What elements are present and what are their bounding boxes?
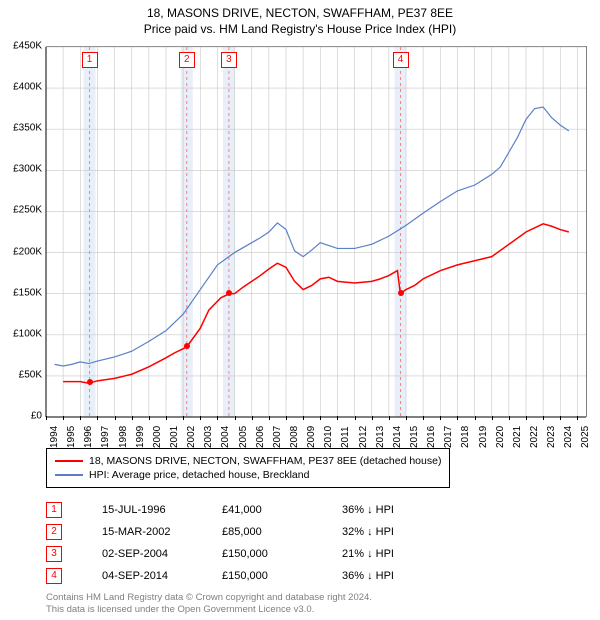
marker-dot (226, 290, 232, 296)
marker-label-box: 1 (82, 52, 98, 68)
marker-label-box: 4 (393, 52, 409, 68)
plot-area (46, 46, 587, 417)
marker-label-box: 3 (221, 52, 237, 68)
marker-diff: 36% ↓ HPI (342, 570, 452, 582)
legend-row-hpi: HPI: Average price, detached house, Brec… (55, 469, 441, 481)
y-tick-label: £250K (13, 205, 42, 216)
y-tick-label: £100K (13, 328, 42, 339)
marker-table-row: 2 15-MAR-2002£85,00032% ↓ HPI (46, 524, 452, 540)
y-tick-label: £400K (13, 82, 42, 93)
marker-dot (184, 343, 190, 349)
marker-diff: 32% ↓ HPI (342, 526, 452, 538)
y-tick-label: £450K (13, 41, 42, 52)
marker-id-box: 3 (46, 546, 62, 562)
y-tick-label: £150K (13, 287, 42, 298)
title-line2: Price paid vs. HM Land Registry's House … (0, 22, 600, 36)
x-tick-label: 2010 (323, 426, 334, 448)
marker-date: 15-MAR-2002 (102, 526, 222, 538)
legend: 18, MASONS DRIVE, NECTON, SWAFFHAM, PE37… (46, 448, 450, 488)
y-tick-label: £350K (13, 123, 42, 134)
marker-diff: 21% ↓ HPI (342, 548, 452, 560)
legend-label-hpi: HPI: Average price, detached house, Brec… (89, 469, 309, 481)
marker-date: 02-SEP-2004 (102, 548, 222, 560)
marker-dot (398, 290, 404, 296)
x-tick-label: 2018 (460, 426, 471, 448)
x-tick-label: 1999 (135, 426, 146, 448)
marker-id-box: 2 (46, 524, 62, 540)
x-tick-label: 2013 (375, 426, 386, 448)
x-tick-label: 2008 (289, 426, 300, 448)
x-tick-label: 2002 (186, 426, 197, 448)
x-tick-label: 2009 (306, 426, 317, 448)
marker-table-row: 4 04-SEP-2014£150,00036% ↓ HPI (46, 568, 452, 584)
marker-date: 15-JUL-1996 (102, 504, 222, 516)
x-tick-label: 2006 (255, 426, 266, 448)
marker-price: £150,000 (222, 548, 342, 560)
chart-container: 18, MASONS DRIVE, NECTON, SWAFFHAM, PE37… (0, 0, 600, 620)
x-tick-label: 1995 (66, 426, 77, 448)
legend-swatch-hpi (55, 474, 83, 476)
marker-price: £150,000 (222, 570, 342, 582)
marker-label-box: 2 (179, 52, 195, 68)
marker-table: 115-JUL-1996£41,00036% ↓ HPI215-MAR-2002… (46, 496, 452, 590)
marker-id-box: 4 (46, 568, 62, 584)
x-tick-label: 2015 (409, 426, 420, 448)
x-tick-label: 2003 (203, 426, 214, 448)
attribution-line2: This data is licensed under the Open Gov… (46, 604, 372, 616)
title-area: 18, MASONS DRIVE, NECTON, SWAFFHAM, PE37… (0, 0, 600, 36)
x-tick-label: 2021 (512, 426, 523, 448)
x-tick-label: 2024 (563, 426, 574, 448)
marker-price: £41,000 (222, 504, 342, 516)
x-tick-label: 2014 (392, 426, 403, 448)
x-tick-label: 1997 (100, 426, 111, 448)
marker-table-row: 3 02-SEP-2004£150,00021% ↓ HPI (46, 546, 452, 562)
x-tick-label: 2004 (220, 426, 231, 448)
y-tick-label: £200K (13, 246, 42, 257)
marker-dot (87, 379, 93, 385)
marker-date: 04-SEP-2014 (102, 570, 222, 582)
marker-diff: 36% ↓ HPI (342, 504, 452, 516)
attribution-line1: Contains HM Land Registry data © Crown c… (46, 592, 372, 604)
marker-price: £85,000 (222, 526, 342, 538)
x-tick-label: 2016 (426, 426, 437, 448)
x-tick-label: 2000 (152, 426, 163, 448)
title-line1: 18, MASONS DRIVE, NECTON, SWAFFHAM, PE37… (0, 6, 600, 20)
x-tick-label: 2005 (238, 426, 249, 448)
x-tick-label: 2017 (443, 426, 454, 448)
y-tick-label: £50K (19, 369, 42, 380)
x-tick-label: 2012 (358, 426, 369, 448)
x-tick-label: 2019 (478, 426, 489, 448)
x-tick-label: 2001 (169, 426, 180, 448)
chart-svg (46, 47, 586, 417)
x-tick-label: 2011 (340, 426, 351, 448)
x-tick-label: 2007 (272, 426, 283, 448)
legend-label-property: 18, MASONS DRIVE, NECTON, SWAFFHAM, PE37… (89, 455, 441, 467)
x-tick-label: 2023 (546, 426, 557, 448)
legend-swatch-property (55, 460, 83, 462)
marker-id-box: 1 (46, 502, 62, 518)
x-tick-label: 2025 (580, 426, 591, 448)
x-tick-label: 1996 (83, 426, 94, 448)
y-tick-label: £300K (13, 164, 42, 175)
legend-row-property: 18, MASONS DRIVE, NECTON, SWAFFHAM, PE37… (55, 455, 441, 467)
x-tick-label: 2020 (495, 426, 506, 448)
x-tick-label: 2022 (529, 426, 540, 448)
attribution: Contains HM Land Registry data © Crown c… (46, 592, 372, 616)
marker-table-row: 1 15-JUL-1996£41,00036% ↓ HPI (46, 502, 452, 518)
x-tick-label: 1998 (118, 426, 129, 448)
x-tick-label: 1994 (49, 426, 60, 448)
y-tick-label: £0 (31, 411, 42, 422)
